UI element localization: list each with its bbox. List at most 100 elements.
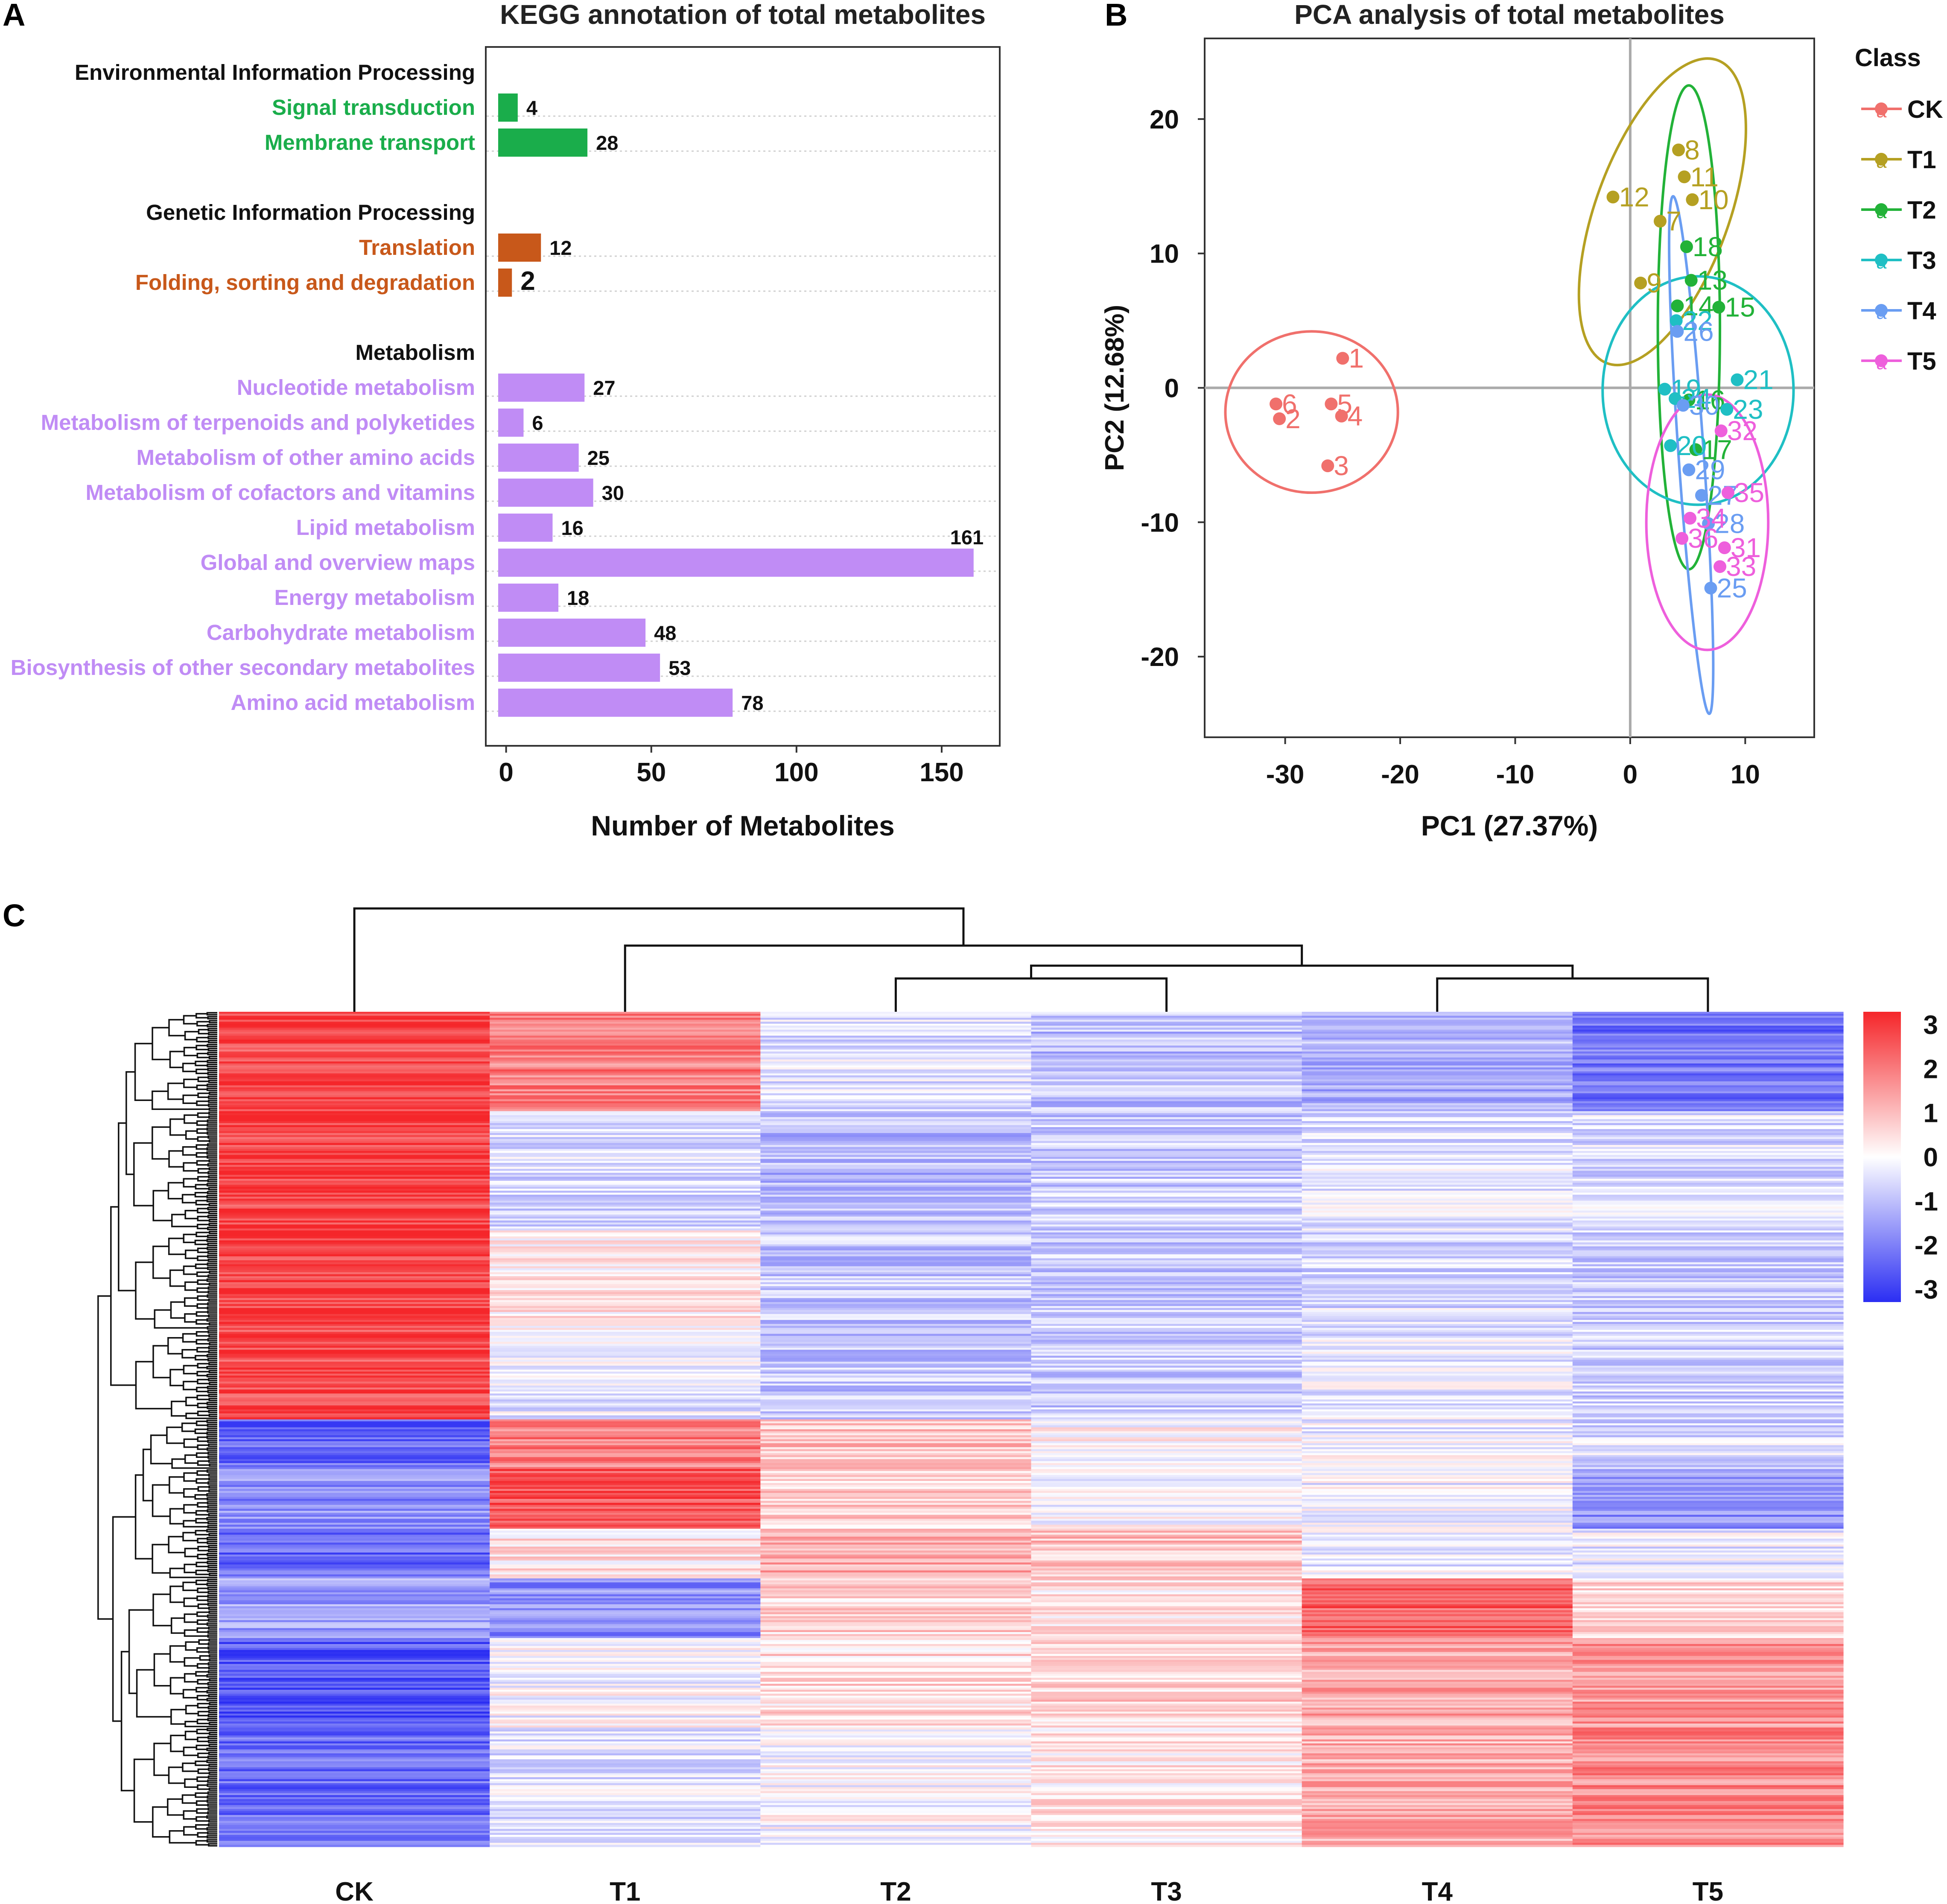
- row-dendrogram-link: [194, 1428, 208, 1434]
- heatmap-cell: [1572, 1061, 1844, 1064]
- heatmap-cell: [1572, 1499, 1844, 1501]
- heatmap-cell: [1572, 1063, 1844, 1066]
- heatmap-cell: [490, 1127, 761, 1130]
- heatmap-cell: [760, 1328, 1032, 1330]
- heatmap-cell: [490, 1312, 761, 1314]
- y-tick-label: -10: [1141, 508, 1179, 537]
- heatmap-cell: [490, 1495, 761, 1497]
- row-dendrogram-link: [196, 1395, 210, 1400]
- heatmap-cell: [1572, 1381, 1844, 1384]
- row-dendrogram-link: [196, 1611, 210, 1617]
- heatmap-cell: [760, 1174, 1032, 1177]
- heatmap-cell: [219, 1065, 490, 1068]
- heatmap-cell: [1031, 1540, 1302, 1543]
- heatmap-cell: [1572, 1198, 1844, 1201]
- heatmap-cell: [1031, 1053, 1302, 1056]
- heatmap-cell: [1031, 1067, 1302, 1070]
- x-tick-label: 0: [499, 758, 513, 787]
- heatmap-cell: [1302, 1419, 1573, 1422]
- heatmap-cell: [760, 1539, 1032, 1541]
- heatmap-cell: [490, 1815, 761, 1817]
- heatmap-cell: [219, 1793, 490, 1796]
- heatmap-cell: [760, 1049, 1032, 1052]
- heatmap-cell: [1572, 1385, 1844, 1388]
- heatmap-cell: [1302, 1262, 1573, 1265]
- heatmap-cell: [1031, 1795, 1302, 1798]
- heatmap-cell: [1031, 1530, 1302, 1533]
- row-dendrogram-link: [208, 1694, 217, 1698]
- heatmap-cell: [1031, 1049, 1302, 1052]
- heatmap-cell: [760, 1485, 1032, 1487]
- heatmap-cell: [1302, 1258, 1573, 1261]
- point-label: 21: [1743, 365, 1773, 395]
- heatmap-cell: [219, 1799, 490, 1802]
- heatmap-cell: [490, 1031, 761, 1034]
- heatmap-cell: [219, 1226, 490, 1229]
- heatmap-cell: [1302, 1165, 1573, 1167]
- heatmap-cell: [1572, 1616, 1844, 1619]
- heatmap-cell: [1572, 1221, 1844, 1223]
- heatmap-cell: [219, 1574, 490, 1577]
- row-dendrogram-link: [128, 1609, 154, 1694]
- heatmap-cell: [219, 1507, 490, 1509]
- heatmap-cell: [1031, 1604, 1302, 1607]
- point-t2: [1689, 443, 1702, 456]
- heatmap-cell: [1572, 1389, 1844, 1392]
- heatmap-cell: [219, 1111, 490, 1114]
- heatmap-cell: [1031, 1389, 1302, 1392]
- point-label: 23: [1733, 394, 1763, 425]
- heatmap-cell: [760, 1513, 1032, 1515]
- point-ck: [1321, 459, 1334, 473]
- row-dendrogram-link: [208, 1489, 217, 1493]
- heatmap-cell: [760, 1831, 1032, 1833]
- heatmap-cell: [490, 1415, 761, 1418]
- heatmap-cell: [760, 1423, 1032, 1426]
- heatmap-cell: [490, 1252, 761, 1255]
- heatmap-cell: [1302, 1179, 1573, 1181]
- heatmap-cell: [1572, 1095, 1844, 1098]
- heatmap-cell: [1572, 1640, 1844, 1642]
- heatmap-cell: [219, 1324, 490, 1326]
- heatmap-cell: [1031, 1059, 1302, 1062]
- heatmap-cell: [1031, 1212, 1302, 1215]
- heatmap-cell: [219, 1519, 490, 1521]
- heatmap-cell: [1572, 1280, 1844, 1282]
- row-dendrogram-link: [207, 1634, 217, 1638]
- heatmap-cell: [1572, 1449, 1844, 1451]
- heatmap-cell: [760, 1149, 1032, 1151]
- heatmap-cell: [1031, 1179, 1302, 1181]
- heatmap-cell: [1302, 1644, 1573, 1647]
- heatmap-cell: [490, 1667, 761, 1670]
- heatmap-cell: [490, 1614, 761, 1617]
- heatmap-cell: [1572, 1825, 1844, 1828]
- heatmap-cell: [760, 1256, 1032, 1259]
- row-dendrogram-link: [184, 1720, 217, 1727]
- heatmap-cell: [760, 1618, 1032, 1621]
- heatmap-cell: [219, 1548, 490, 1551]
- row-dendrogram-link: [206, 1151, 217, 1155]
- heatmap-cell: [1572, 1365, 1844, 1368]
- heatmap-cell: [490, 1093, 761, 1096]
- heatmap-cell: [219, 1071, 490, 1074]
- row-dendrogram-link: [152, 1190, 172, 1221]
- heatmap-cell: [490, 1246, 761, 1249]
- heatmap-cell: [1572, 1224, 1844, 1227]
- heatmap-cell: [219, 1365, 490, 1368]
- heatmap-cell: [1572, 1022, 1844, 1024]
- heatmap-cell: [760, 1204, 1032, 1207]
- heatmap-cell: [760, 1536, 1032, 1539]
- heatmap-cell: [1572, 1135, 1844, 1137]
- heatmap-cell: [219, 1385, 490, 1388]
- row-dendrogram-link: [199, 1655, 210, 1661]
- heatmap-cell: [1572, 1230, 1844, 1233]
- heatmap-cell: [1031, 1475, 1302, 1478]
- heatmap-cell: [219, 1749, 490, 1752]
- heatmap-cell: [760, 1459, 1032, 1462]
- heatmap-cell: [1031, 1274, 1302, 1276]
- heatmap-cell: [1572, 1336, 1844, 1338]
- heatmap-cell: [219, 1401, 490, 1404]
- heatmap-cell: [1031, 1340, 1302, 1342]
- heatmap-cell: [1302, 1103, 1573, 1106]
- heatmap-cell: [219, 1711, 490, 1714]
